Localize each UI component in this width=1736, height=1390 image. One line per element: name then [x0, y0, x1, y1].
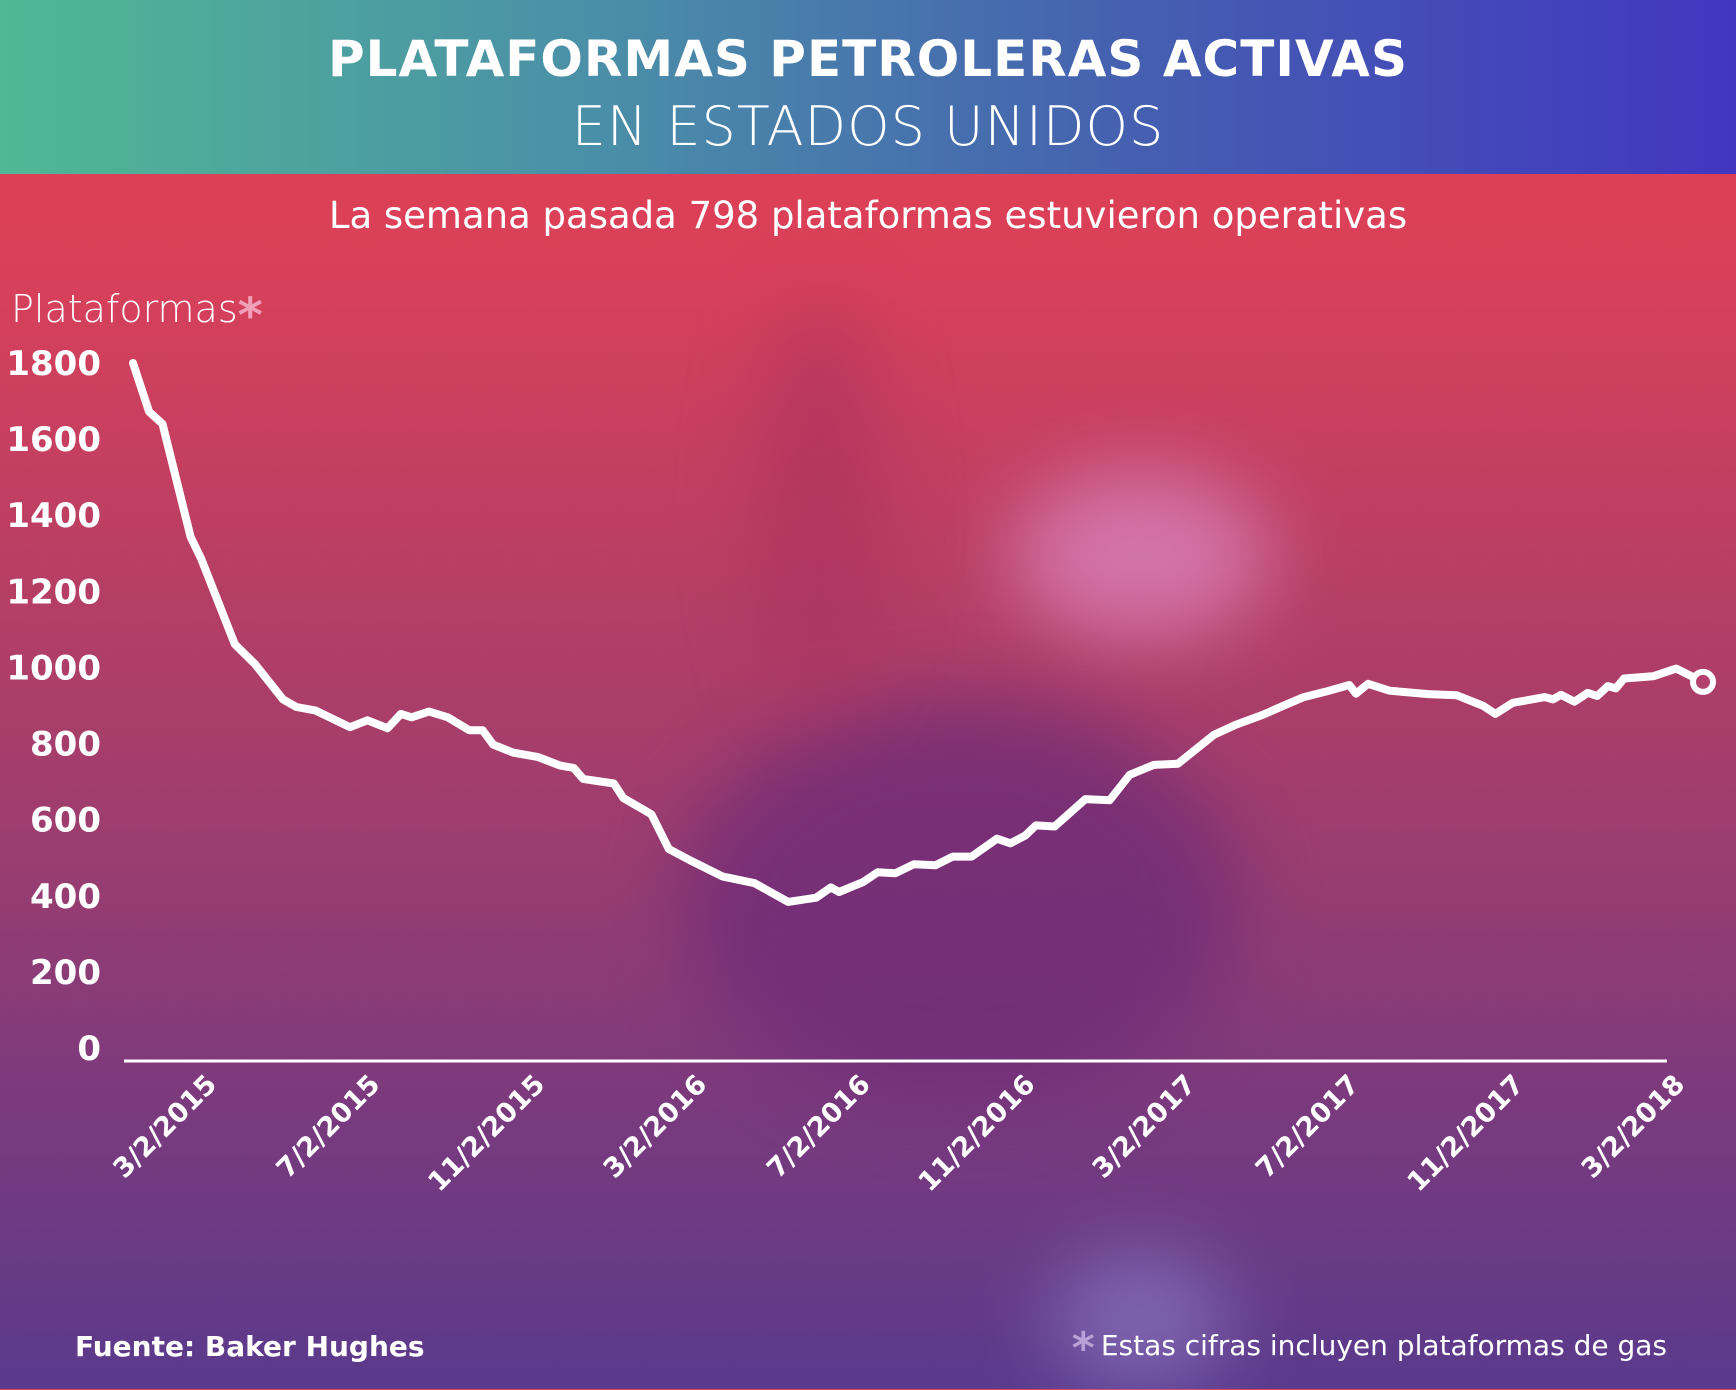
footnote-text: Estas cifras incluyen plataformas de gas — [1100, 1329, 1667, 1362]
source-note: Fuente: Baker Hughes — [75, 1330, 425, 1363]
x-tick-label: 7/2/2015 — [271, 1069, 387, 1185]
y-tick-label: 600 — [30, 801, 101, 841]
y-tick-label: 1400 — [6, 496, 101, 536]
y-axis-label: Plataformas* — [11, 278, 263, 344]
y-tick-label: 1200 — [6, 572, 101, 612]
title-line-1: PLATAFORMAS PETROLERAS ACTIVAS — [328, 30, 1408, 88]
series — [129, 359, 1716, 906]
x-tick-label: 3/2/2015 — [107, 1069, 223, 1185]
x-tick-label: 11/2/2016 — [913, 1069, 1042, 1198]
series-line — [129, 359, 1707, 906]
x-tick-label: 7/2/2017 — [1250, 1069, 1366, 1185]
x-tick-label: 3/2/2017 — [1087, 1069, 1203, 1185]
y-tick-label: 0 — [77, 1029, 101, 1069]
x-tick-label: 11/2/2015 — [422, 1069, 551, 1198]
y-axis-ticks: 0 200 400 600 800 1000 1200 1400 1600 1800 — [6, 344, 101, 1069]
title-line-2: EN ESTADOS UNIDOS — [571, 95, 1165, 158]
asterisk-icon: * — [237, 288, 263, 344]
footnote: * Estas cifras incluyen plataformas de ga… — [1072, 1315, 1667, 1374]
subtitle: La semana pasada 798 plataformas estuvie… — [328, 194, 1408, 237]
asterisk-icon: * — [1071, 1323, 1095, 1374]
x-axis-ticks: 3/2/2015 7/2/2015 11/2/2015 3/2/2016 7/2/201… — [107, 1069, 1691, 1198]
end-marker — [1690, 668, 1716, 695]
x-tick-label: 3/2/2018 — [1576, 1069, 1692, 1185]
y-axis-label-text: Plataformas — [11, 287, 238, 331]
y-tick-label: 1000 — [6, 648, 101, 688]
y-tick-label: 200 — [30, 953, 101, 993]
y-tick-label: 800 — [30, 725, 101, 765]
y-tick-label: 1800 — [6, 344, 101, 384]
x-tick-label: 7/2/2016 — [761, 1069, 877, 1185]
x-tick-label: 11/2/2017 — [1402, 1069, 1531, 1198]
header-banner: PLATAFORMAS PETROLERAS ACTIVAS EN ESTADO… — [0, 0, 1736, 174]
y-tick-label: 1600 — [6, 420, 101, 460]
y-tick-label: 400 — [30, 877, 101, 917]
x-tick-label: 3/2/2016 — [598, 1069, 714, 1185]
